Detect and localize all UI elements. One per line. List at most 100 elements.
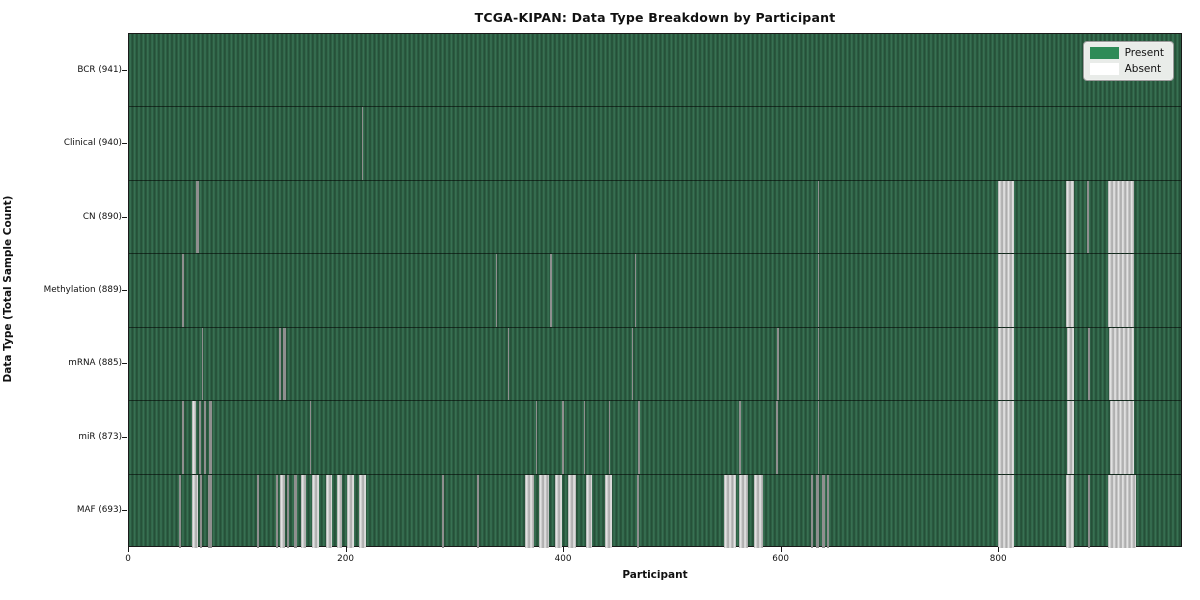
absent-stripe — [182, 254, 185, 327]
absent-stripe — [636, 474, 640, 548]
absent-stripe — [192, 474, 198, 548]
x-tick-label: 400 — [554, 554, 572, 564]
absent-stripe — [777, 327, 779, 401]
absent-stripe — [442, 474, 444, 548]
absent-stripe — [555, 474, 562, 548]
heatmap-row-mir — [129, 401, 1181, 475]
absent-stripe — [568, 474, 577, 548]
absent-stripe — [1088, 327, 1090, 401]
y-tick-mark — [122, 510, 127, 512]
absent-stripe — [1066, 327, 1075, 401]
absent-stripe — [776, 401, 778, 474]
legend-item-present: Present — [1089, 47, 1164, 59]
absent-stripe — [739, 474, 748, 548]
present-swatch — [1089, 47, 1119, 59]
absent-stripe — [1110, 401, 1135, 474]
absent-stripe — [1107, 254, 1135, 327]
absent-stripe — [336, 474, 343, 548]
legend-item-absent: Absent — [1089, 63, 1164, 75]
absent-stripe — [300, 474, 307, 548]
absent-stripe — [998, 327, 1015, 401]
absent-stripe — [754, 474, 764, 548]
absent-stripe — [998, 254, 1015, 327]
absent-stripe — [539, 474, 549, 548]
absent-stripe — [998, 180, 1015, 254]
absent-stripe — [208, 474, 212, 548]
legend: Present Absent — [1082, 41, 1174, 81]
absent-stripe — [821, 474, 826, 548]
y-tick-label: Clinical (940) — [63, 138, 122, 149]
absent-stripe — [817, 327, 820, 401]
x-axis-label: Participant — [622, 569, 688, 581]
heatmap-row-methylation — [129, 254, 1181, 328]
absent-stripe — [192, 401, 197, 474]
absent-stripe — [583, 401, 586, 474]
chart-title: TCGA-KIPAN: Data Type Breakdown by Parti… — [474, 10, 836, 25]
absent-stripe — [816, 474, 819, 548]
y-tick-label: Methylation (889) — [43, 285, 122, 295]
absent-stripe — [182, 401, 184, 474]
absent-stripe — [811, 474, 814, 548]
absent-stripe — [817, 180, 820, 254]
y-tick-mark — [122, 363, 127, 365]
x-tick-mark — [998, 547, 1000, 552]
x-tick-label: 0 — [125, 554, 131, 564]
absent-stripe — [739, 401, 741, 474]
absent-stripe — [311, 474, 320, 548]
legend-label-absent: Absent — [1124, 63, 1162, 75]
absent-stripe — [1088, 474, 1090, 548]
heatmap-row-cn — [129, 180, 1181, 255]
y-tick-label: mRNA (885) — [68, 358, 122, 369]
absent-stripe — [325, 474, 333, 548]
absent-swatch — [1089, 63, 1119, 75]
absent-stripe — [358, 474, 367, 548]
y-tick-mark — [122, 216, 127, 218]
absent-stripe — [1087, 180, 1090, 254]
y-tick-mark — [122, 69, 127, 71]
absent-stripe — [346, 474, 355, 548]
absent-stripe — [257, 474, 259, 548]
x-tick-label: 800 — [989, 554, 1007, 564]
absent-stripe — [608, 401, 611, 474]
absent-stripe — [1107, 474, 1137, 548]
absent-stripe — [561, 401, 564, 474]
heatmap-row-clinical — [129, 107, 1181, 181]
absent-stripe — [361, 107, 364, 180]
absent-stripe — [275, 474, 278, 548]
absent-stripe — [179, 474, 181, 548]
y-tick-mark — [122, 290, 127, 291]
absent-stripe — [631, 327, 634, 401]
heatmap-row-maf — [129, 474, 1181, 548]
absent-stripe — [524, 474, 534, 548]
y-tick-mark — [122, 143, 127, 145]
absent-stripe — [507, 327, 510, 401]
absent-stripe — [998, 401, 1015, 474]
x-tick-mark — [780, 547, 782, 552]
absent-stripe — [817, 401, 820, 474]
absent-stripe — [309, 401, 312, 474]
x-tick-mark — [345, 547, 347, 552]
absent-stripe — [638, 401, 640, 474]
absent-stripe — [1065, 254, 1075, 327]
x-tick-label: 200 — [337, 554, 354, 564]
y-tick-label: CN (890) — [82, 211, 122, 222]
absent-stripe — [196, 180, 199, 254]
legend-label-present: Present — [1124, 47, 1164, 59]
absent-stripe — [1065, 180, 1075, 254]
x-tick-mark — [563, 547, 565, 552]
absent-stripe — [1109, 327, 1135, 401]
x-tick-mark — [128, 547, 129, 552]
absent-stripe — [198, 401, 201, 474]
y-tick-label: miR (873) — [78, 431, 122, 442]
absent-stripe — [1065, 474, 1075, 548]
plot-area: Present Absent — [128, 33, 1182, 548]
y-tick-label: MAF (693) — [76, 505, 122, 516]
heatmap-row-bcr — [129, 34, 1181, 108]
x-tick-label: 600 — [772, 554, 790, 564]
absent-stripe — [585, 474, 593, 548]
absent-stripe — [634, 254, 637, 327]
heatmap-row-mrna — [129, 327, 1181, 402]
absent-stripe — [280, 474, 285, 548]
absent-stripe — [477, 474, 479, 548]
absent-stripe — [204, 401, 207, 474]
